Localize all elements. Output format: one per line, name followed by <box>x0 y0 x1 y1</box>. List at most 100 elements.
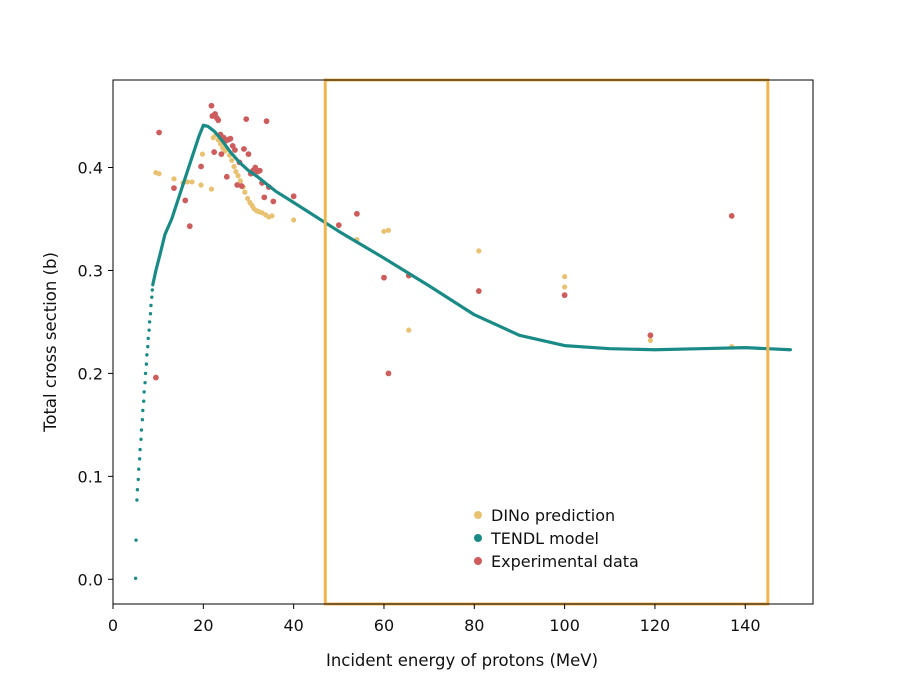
dino-point <box>156 171 162 177</box>
experimental-point <box>243 116 250 123</box>
dino-point <box>244 195 251 201</box>
tendl-point <box>139 437 143 441</box>
experimental-point <box>186 223 193 230</box>
tendl-point <box>150 295 154 299</box>
dino-point <box>476 248 482 254</box>
experimental-data-points <box>153 102 735 381</box>
y-axis-label: Total cross section (b) <box>41 252 60 433</box>
experimental-point <box>153 374 159 381</box>
x-axis-label: Incident energy of protons (MeV) <box>326 651 598 670</box>
experimental-point <box>223 173 230 180</box>
tendl-point <box>135 498 139 502</box>
dino-point <box>199 151 206 157</box>
legend-label-experimental: Experimental data <box>491 552 639 571</box>
dino-point <box>184 179 191 185</box>
experimental-point <box>182 197 189 204</box>
legend-marker-tendl <box>474 534 482 542</box>
dino-point <box>233 169 239 175</box>
dino-point <box>381 228 387 234</box>
experimental-point <box>475 288 482 294</box>
experimental-point <box>171 185 177 191</box>
dino-point <box>189 179 195 185</box>
experimental-point <box>208 102 215 109</box>
x-tick-label: 20 <box>193 616 213 635</box>
experimental-point <box>728 212 735 219</box>
tendl-point <box>142 399 146 403</box>
experimental-point <box>381 274 387 281</box>
axes-frame <box>112 79 814 605</box>
tendl-point <box>147 328 151 332</box>
dino-point <box>406 327 412 333</box>
dino-point <box>237 178 243 184</box>
y-tick-label: 0.3 <box>78 261 103 280</box>
legend-marker-experimental <box>474 557 482 565</box>
x-tick-label: 120 <box>640 616 671 635</box>
tendl-point <box>141 408 145 413</box>
tendl-point <box>139 428 144 432</box>
tendl-point <box>148 311 153 316</box>
dino-point <box>562 284 568 290</box>
experimental-point <box>238 183 245 189</box>
tendl-point <box>145 353 149 357</box>
x-tick-label: 100 <box>549 616 580 635</box>
x-tick-label: 60 <box>374 616 394 635</box>
experimental-point <box>234 182 241 188</box>
dino-point <box>562 274 568 280</box>
experimental-point <box>263 118 270 125</box>
experimental-point <box>647 332 654 339</box>
dino-point <box>171 176 177 182</box>
x-axis-ticks: 0 20 40 60 80 100 120 140 <box>108 604 761 635</box>
experimental-point <box>245 151 252 158</box>
tendl-point <box>137 457 142 461</box>
tendl-point <box>144 362 149 366</box>
dino-point <box>229 157 235 163</box>
experimental-point <box>353 210 360 217</box>
tendl-low-energy-points <box>133 288 154 580</box>
experimental-point <box>211 149 218 155</box>
tendl-line <box>151 123 793 352</box>
tendl-point <box>146 344 150 349</box>
tendl-point <box>142 390 146 394</box>
tendl-point <box>140 418 145 422</box>
y-tick-label: 0.1 <box>78 467 103 486</box>
x-tick-label: 80 <box>464 616 484 635</box>
y-tick-label: 0.4 <box>78 159 103 178</box>
experimental-point <box>561 292 568 299</box>
dino-point <box>231 163 237 170</box>
tendl-point <box>149 303 153 308</box>
legend-label-tendl: TENDL model <box>490 529 599 548</box>
experimental-point <box>218 151 225 158</box>
axes <box>112 79 814 605</box>
tendl-point <box>136 477 140 482</box>
experimental-point <box>335 222 342 229</box>
x-tick-label: 140 <box>730 616 761 635</box>
dino-point <box>647 337 654 344</box>
legend-label-dino: DINo prediction <box>491 506 615 525</box>
legend: DINo prediction TENDL model Experimental… <box>474 506 639 571</box>
dino-point <box>385 227 392 233</box>
experimental-point <box>227 135 234 142</box>
experimental-point <box>270 198 277 205</box>
experimental-point <box>198 163 204 170</box>
tendl-point <box>133 576 138 580</box>
tendl-point <box>137 467 141 471</box>
y-tick-label: 0.2 <box>78 364 103 383</box>
experimental-point <box>215 117 222 124</box>
y-tick-label: 0.0 <box>78 570 103 589</box>
legend-marker-dino <box>474 511 482 519</box>
experimental-point <box>232 147 238 153</box>
dino-point <box>198 182 204 188</box>
tendl-point <box>150 288 154 292</box>
tendl-point <box>134 538 138 542</box>
tendl-point <box>143 380 147 385</box>
dino-point <box>235 173 241 179</box>
tendl-point <box>146 336 150 341</box>
experimental-point <box>256 167 263 174</box>
experimental-point <box>156 129 162 136</box>
tendl-point <box>135 488 140 492</box>
x-tick-label: 0 <box>108 616 118 635</box>
experimental-point <box>261 194 268 201</box>
x-tick-label: 40 <box>283 616 303 635</box>
